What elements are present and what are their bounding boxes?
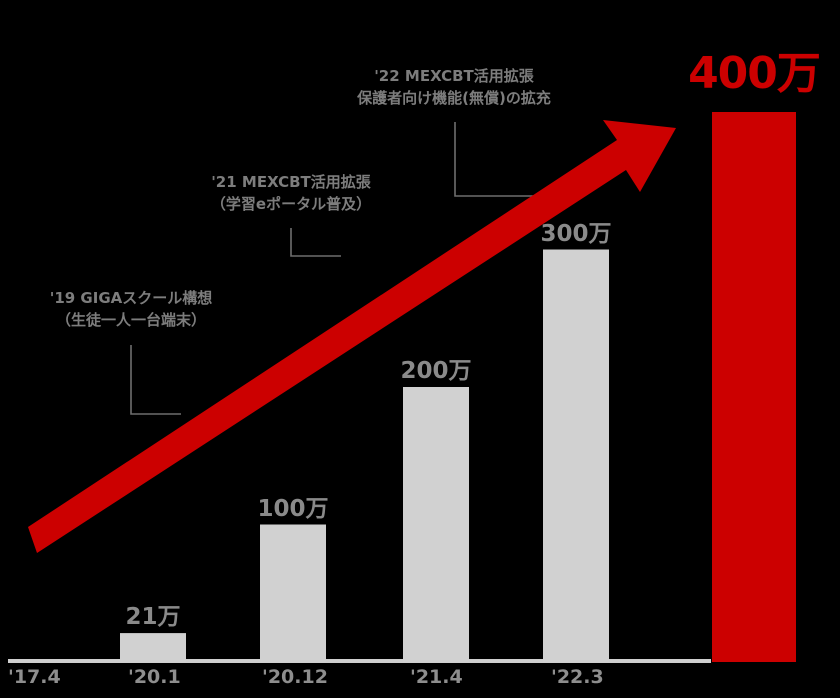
annotation-mexcbt-2021: '21 MEXCBT活用拡張 （学習eポータル普及）: [164, 172, 418, 216]
annotation-mexcbt-2022: '22 MEXCBT活用拡張 保護者向け機能(無償)の拡充: [327, 66, 581, 110]
annotation-mexcbt-2022-line2: 保護者向け機能(無償)の拡充: [357, 88, 551, 107]
annotation-giga-school-line2: （生徒一人一台端末）: [55, 310, 206, 329]
x-tick-20-1: '20.1: [128, 666, 181, 688]
bar-21-4: [403, 387, 469, 662]
x-tick-21-4: '21.4: [410, 666, 463, 688]
value-label-20-12: 100万: [257, 495, 329, 522]
connector-mexcbt-2021: [290, 228, 341, 257]
axis-baseline: [8, 659, 711, 663]
bar-20-12: [260, 524, 326, 662]
x-tick-22-3: '22.3: [551, 666, 604, 688]
x-tick-17-4: '17.4: [8, 666, 61, 688]
connector-mexcbt-2022: [454, 122, 570, 197]
value-label-21-4: 200万: [400, 358, 472, 384]
value-label-22-3: 300万: [540, 220, 612, 247]
x-tick-20-12: '20.12: [262, 666, 328, 688]
annotation-mexcbt-2021-line2: （学習eポータル普及）: [210, 194, 372, 213]
annotation-connectors: [130, 122, 570, 415]
bar-400man-highlight: [712, 112, 796, 662]
connector-giga-school: [130, 345, 181, 415]
bar-20-1: [120, 633, 186, 662]
value-label-20-1: 21万: [125, 604, 181, 631]
annotation-mexcbt-2022-line1: '22 MEXCBT活用拡張: [374, 67, 534, 85]
growth-arrow: [28, 120, 676, 553]
annotation-giga-school-line1: '19 GIGAスクール構想: [49, 289, 213, 307]
bar-22-3: [543, 249, 609, 662]
annotation-giga-school: '19 GIGAスクール構想 （生徒一人一台端末）: [4, 288, 258, 332]
annotation-mexcbt-2021-line1: '21 MEXCBT活用拡張: [211, 173, 371, 191]
value-label-400man: 400万: [688, 48, 821, 99]
